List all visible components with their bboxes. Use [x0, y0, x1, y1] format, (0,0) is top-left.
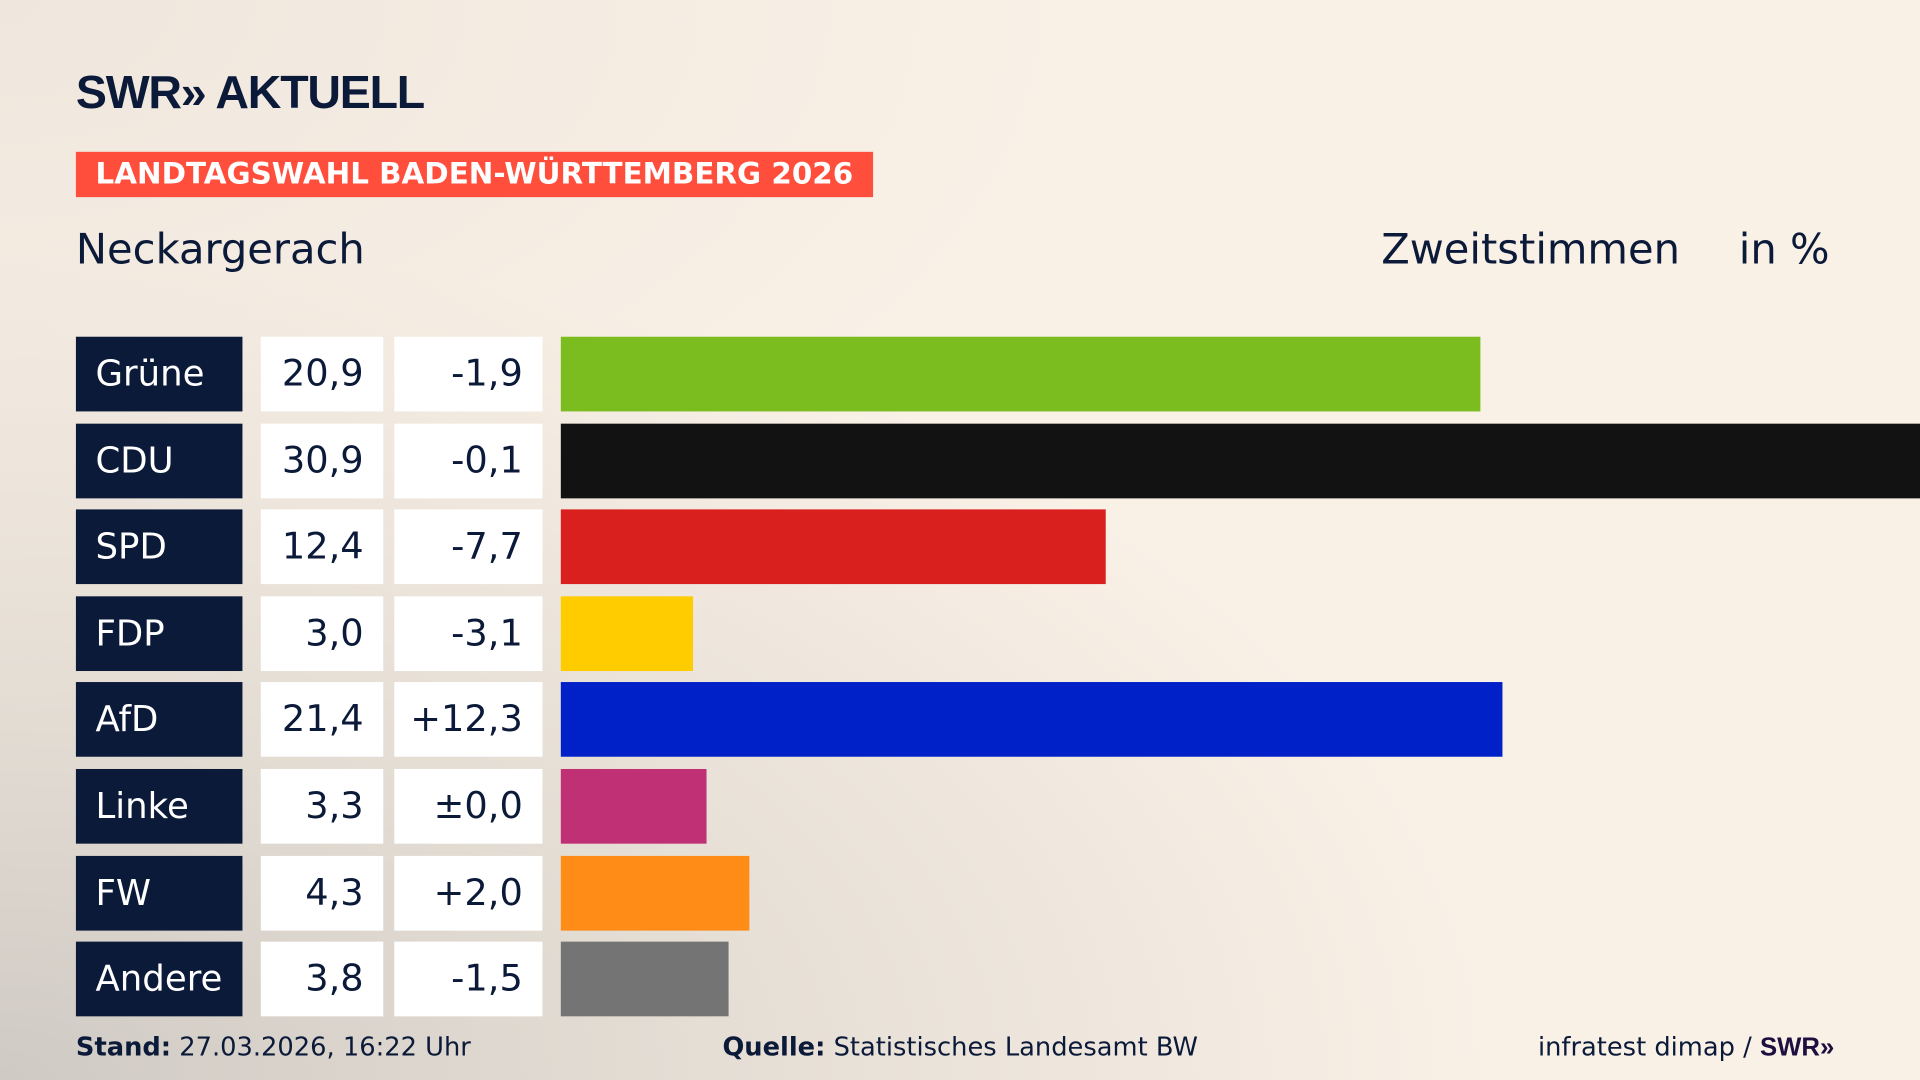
party-label: Andere: [75, 941, 243, 1017]
timestamp: Stand: 27.03.2026, 16:22 Uhr: [76, 1029, 471, 1066]
source-label: Quelle:: [722, 1032, 826, 1062]
value-label: 4,3: [260, 855, 384, 931]
result-row: CDU 30,9 -0,1: [75, 423, 1920, 498]
swr-logo: SWR»: [1759, 1033, 1835, 1062]
value-label: 12,4: [260, 509, 384, 585]
result-row: FW 4,3 +2,0: [75, 855, 1864, 931]
stand-label: Stand:: [75, 1032, 172, 1062]
stand-value: 27.03.2026, 16:22 Uhr: [179, 1032, 471, 1062]
diff-label: +12,3: [394, 682, 543, 758]
value-label: 20,9: [260, 336, 384, 412]
value-label: 3,3: [260, 768, 384, 844]
swr-aktuell-logo: SWR» AKTUELL: [75, 67, 425, 119]
credit-text: infratest dimap /: [1537, 1032, 1760, 1062]
diff-label: -7,7: [394, 509, 543, 585]
diff-label: ±0,0: [394, 768, 543, 844]
unit-label: in %: [1738, 225, 1830, 275]
place-title: Neckargerach: [75, 225, 365, 275]
diff-label: -3,1: [394, 596, 543, 671]
party-label: CDU: [75, 423, 243, 498]
value-label: 3,0: [260, 596, 384, 671]
party-label: Linke: [75, 768, 243, 844]
bar: [560, 336, 1481, 412]
party-label: FW: [75, 855, 243, 931]
diff-label: +2,0: [394, 855, 543, 931]
bar: [560, 596, 693, 671]
result-row: Grüne 20,9 -1,9: [75, 336, 1864, 412]
diff-label: -1,9: [394, 336, 543, 412]
bar: [560, 682, 1503, 758]
value-label: 21,4: [260, 682, 384, 758]
value-label: 30,9: [260, 423, 384, 498]
bar: [560, 423, 1920, 498]
party-label: FDP: [75, 596, 243, 671]
source: Quelle: Statistisches Landesamt BW: [722, 1029, 1198, 1066]
party-label: SPD: [75, 509, 243, 585]
result-row: SPD 12,4 -7,7: [75, 509, 1864, 585]
credit: infratest dimap / SWR»: [1538, 1029, 1834, 1067]
bar: [560, 855, 750, 931]
diff-label: -1,5: [394, 941, 543, 1017]
result-row: Andere 3,8 -1,5: [75, 941, 1864, 1017]
election-banner: LANDTAGSWAHL BADEN-WÜRTTEMBERG 2026: [75, 151, 873, 198]
source-value: Statistisches Landesamt BW: [833, 1032, 1198, 1062]
party-label: Grüne: [75, 336, 243, 412]
result-row: AfD 21,4 +12,3: [75, 682, 1864, 758]
bar: [560, 941, 728, 1017]
result-row: Linke 3,3 ±0,0: [75, 768, 1864, 844]
result-row: FDP 3,0 -3,1: [75, 596, 1864, 671]
vote-type: Zweitstimmen: [1381, 225, 1681, 275]
bar: [560, 509, 1107, 585]
party-label: AfD: [75, 682, 243, 758]
value-label: 3,8: [260, 941, 384, 1017]
bar: [560, 768, 706, 844]
diff-label: -0,1: [394, 423, 543, 498]
